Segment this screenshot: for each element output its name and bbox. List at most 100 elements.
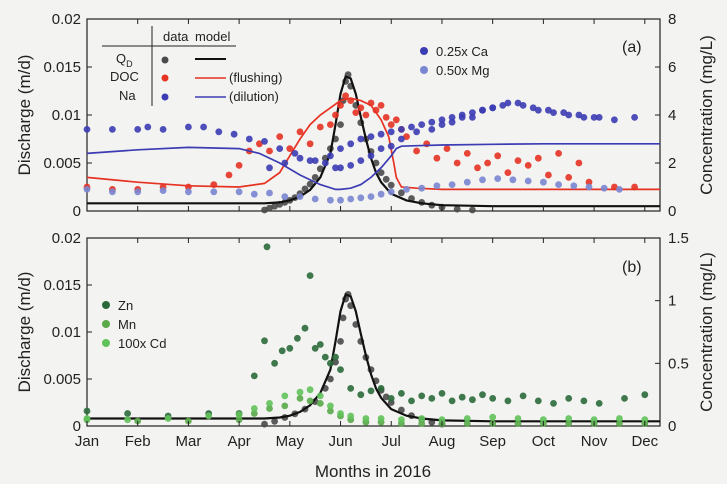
panel-a-0-50x-mg-point (616, 186, 623, 193)
panel-a-0-50x-mg-point (600, 184, 608, 192)
legend-na-note: (dilution) (229, 89, 279, 104)
panel-b-100x-cd-point (205, 412, 213, 420)
panel-a-0-25x-ca-point (514, 99, 522, 107)
panel-a-na-data-point (519, 102, 527, 109)
panel-a-0-50x-mg-point (367, 193, 375, 201)
panel-a-plot-area (83, 71, 660, 214)
panel-b-zn-point (438, 390, 446, 397)
panel-a-qd-data-point (453, 205, 461, 213)
panel-b-zn-point (580, 397, 588, 405)
panel-a-doc-data-point (235, 162, 243, 169)
panel-a-0-25x-ca-point (327, 152, 334, 160)
panel-a-0-50x-mg-point (494, 175, 502, 183)
panel-a-doc-data-point (463, 150, 471, 157)
panel-a-doc-data-point (362, 111, 370, 119)
panel-b-zn-point (428, 395, 436, 402)
panel-b-100x-cd-point (316, 392, 324, 400)
panel-b-mn-point (235, 416, 243, 424)
panel-b-100x-cd-point (540, 416, 547, 424)
panel-a-na-data-point (245, 135, 253, 143)
panel-a-na-data-point (438, 121, 446, 128)
panel-b-100x-cd-point (616, 415, 623, 422)
panel-b-zn-point (250, 372, 258, 380)
panel-b-mn-point (463, 420, 471, 427)
panel-a-0-25x-ca-point (560, 109, 568, 116)
panel-a-doc-data-point (565, 174, 573, 181)
panel-a-doc-data-point (555, 150, 562, 157)
panel-b-zn-point (271, 359, 278, 367)
panel-a-doc-data-point (514, 157, 522, 165)
panel-b-zn-point (261, 337, 268, 345)
panel-a-y2-tick-label: 4 (668, 107, 676, 124)
panel-b-100x-cd-point (565, 415, 573, 422)
panel-b-qd-data-point (327, 375, 334, 383)
panel-a-doc-data-point (413, 147, 420, 155)
panel-b-zn-point (504, 397, 512, 405)
panel-a-0-25x-ca-point (408, 123, 415, 131)
panel-b-zn-point (294, 334, 301, 342)
panel-a-qd-data-point (316, 165, 324, 173)
panel-b-label: (b) (622, 259, 642, 276)
panel-b-zn-point (458, 393, 466, 401)
panel-a-0-50x-mg-point (540, 178, 547, 186)
panel-b-qd-data-point (261, 420, 268, 428)
panel-b-zn-point (301, 324, 309, 332)
x-tick-label: Aug (429, 433, 456, 450)
panel-a-0-50x-mg-point (159, 187, 167, 195)
panel-a-0-50x-mg-point (570, 182, 578, 190)
panel-a-qd-data-point (469, 206, 476, 214)
panel-a-0-25x-ca-point (266, 164, 273, 172)
panel-b-zn-point (367, 387, 375, 395)
panel-a-doc-data-point (433, 154, 441, 162)
panel-b-mn-point (281, 402, 289, 410)
panel-b-100x-cd-point (377, 415, 385, 422)
panel-a-0-50x-mg-point (403, 186, 410, 193)
panel-b-zn-point (534, 397, 542, 405)
legend-qd-marker (161, 56, 169, 64)
panel-a-0-50x-mg-point (433, 182, 441, 190)
panel-b-100x-cd-point (418, 415, 426, 422)
panel-a-doc-data-point (392, 116, 400, 124)
panel-a-na-data-point (200, 123, 208, 131)
panel-a-0-50x-mg-point (377, 190, 385, 198)
panel-b-zn-point (337, 366, 344, 373)
panel-a-na-data-point (230, 130, 238, 138)
panel-a-0-50x-mg-point (387, 188, 395, 196)
panel-a-na-data-point (321, 159, 329, 167)
panel-b-mn-point (316, 400, 324, 407)
panel-b-100x-cd-point (124, 416, 131, 424)
panel-b-100x-cd-point (362, 415, 370, 422)
panel-a-doc-model-line (86, 97, 660, 191)
legend-col-model: model (195, 29, 231, 44)
panel-b-zn-point (83, 407, 91, 415)
panel-b-mn-point (250, 410, 258, 417)
panel-a-y2label: Concentration (mg/L) (697, 35, 716, 195)
panel-a-na-data-point (469, 114, 476, 121)
panel-a-y-tick-label: 0 (73, 203, 81, 220)
panel-a-doc-data-point (316, 123, 324, 131)
panel-a-0-25x-ca-point (311, 157, 319, 165)
panel-b-100x-cd-point (590, 416, 598, 424)
panel-b-zn-point (418, 392, 426, 400)
panel-a-0-25x-ca-point (469, 109, 476, 116)
x-tick-label: Oct (532, 433, 556, 450)
panel-a-na-data-point (306, 157, 314, 165)
panel-a-na-data-point (83, 125, 91, 133)
panel-b-qd-data-point (332, 358, 339, 366)
panel-a-qd-data-point (271, 202, 278, 210)
panel-b-zn-point (489, 395, 497, 402)
legend-zn-label: Zn (118, 298, 133, 313)
panel-b-zn-point (398, 390, 405, 397)
panel-a-qd-data-point (382, 175, 390, 183)
panel-b-100x-cd-point (489, 413, 497, 421)
panel-a-doc-data-point (504, 169, 512, 177)
panel-a-ticks: 0 0.005 0.01 0.015 0.02 0 2 4 6 8 (43, 11, 676, 220)
panel-a-doc-data-point (453, 159, 461, 167)
panel-a-0-50x-mg-point (555, 181, 562, 189)
panel-a-y2-tick-label: 8 (668, 11, 676, 28)
panel-a-doc-data-point (342, 92, 349, 100)
panel-a-doc-data-point (327, 121, 334, 128)
panel-a-doc-data-point (443, 145, 451, 153)
panel-a-0-25x-ca-point (590, 114, 598, 121)
legend-mn-marker (102, 320, 110, 328)
